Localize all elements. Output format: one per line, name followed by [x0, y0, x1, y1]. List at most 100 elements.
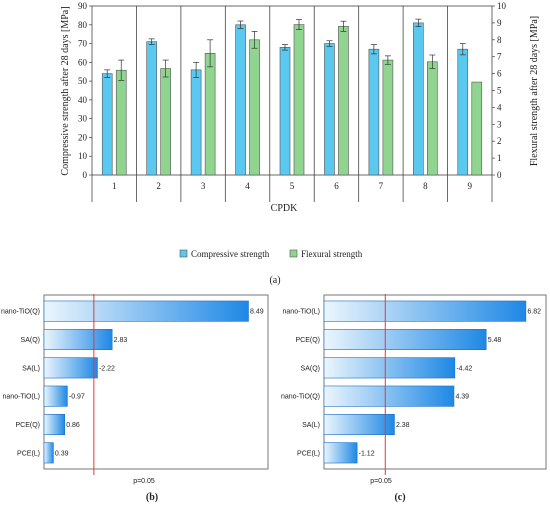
pareto-chart-b: nano-TiO(Q) 8.49 SA(Q) 2.83 SA(L) -2.22 nano-T…: [1, 294, 269, 503]
compressive-bar: [368, 48, 380, 176]
category-tick-labels: 1 2 3 4 5 6 7 8 9: [112, 181, 473, 191]
x-tick-label: 1: [112, 181, 117, 191]
error-bar: [326, 40, 333, 47]
y2-tick-label: 7: [497, 52, 502, 62]
error-bar: [459, 43, 466, 56]
effect-bar: [323, 357, 456, 379]
effect-value-label: -4.42: [456, 365, 472, 372]
bar-marks: [101, 18, 483, 176]
x-tick-label: 4: [245, 181, 250, 191]
pline-label-c: p=0.05: [370, 478, 392, 485]
y2-tick-label: 8: [497, 35, 502, 45]
y2-tick-label: 5: [497, 86, 502, 96]
error-bar: [370, 44, 377, 55]
compressive-bar: [190, 69, 202, 176]
compressive-bar: [413, 22, 424, 176]
y2-tick-label: 9: [497, 18, 502, 28]
effect-bar: [43, 413, 66, 435]
y2-tick-label: 6: [497, 69, 502, 79]
effect-bar: [43, 357, 98, 379]
legend-swatch-flexural: [289, 249, 298, 258]
y2-tick-label: 0: [497, 170, 502, 180]
error-bar: [282, 44, 288, 51]
error-bar: [148, 38, 155, 45]
legend-label-flexural: Flexural strength: [301, 249, 363, 259]
plot-frame-b: [43, 294, 269, 470]
effect-bar: [323, 413, 395, 435]
y-tick-label: 0: [83, 170, 88, 180]
y2-tick-label: 1: [497, 153, 502, 163]
effect-label: nano-TiO(L): [3, 394, 40, 401]
effect-label: PCE(Q): [296, 337, 321, 344]
y-tick-label: 60: [78, 57, 88, 67]
error-bar: [118, 59, 125, 81]
bar-chart-a: 0 10 20 30 40 50 60 70 80 90 0 1 2 3 4 5 6 7 8 9 10 1 2 3 4 5 6 7…: [60, 1, 540, 286]
legend-swatch-compressive: [179, 249, 188, 258]
effect-label: PCE(Q): [16, 422, 41, 429]
effect-label: SA(L): [302, 422, 320, 429]
effect-bar: [323, 328, 487, 350]
y-tick-label: 50: [78, 76, 88, 86]
error-bar: [340, 20, 347, 32]
caption-a: (a): [269, 275, 280, 286]
effect-bar: [323, 300, 527, 322]
compressive-bar: [457, 48, 469, 176]
flexural-bar: [204, 53, 216, 176]
y-tick-label: 30: [78, 114, 88, 124]
y-tick-label: 40: [78, 95, 88, 105]
effect-value-label: 2.83: [114, 337, 128, 344]
effect-label: PCE(L): [297, 450, 320, 457]
x-tick-label: 6: [334, 181, 339, 191]
category-dividers: [91, 6, 493, 202]
y-tick-label: 70: [78, 39, 88, 49]
error-bar: [162, 59, 169, 78]
y-tick-label: 80: [78, 20, 88, 30]
y2-tick-label: 10: [497, 1, 507, 11]
legend-label-compressive: Compressive strength: [191, 249, 270, 259]
right-axis-ticks: 0 1 2 3 4 5 6 7 8 9 10: [492, 1, 507, 180]
effect-value-label: 8.49: [250, 309, 264, 316]
effect-bar: [43, 442, 54, 464]
error-bar: [193, 61, 200, 78]
effect-label: nano-TiO(L): [283, 309, 320, 316]
x-tick-label: 8: [423, 181, 428, 191]
y2-axis-label: Flexural strength after 28 days [MPa]: [529, 16, 540, 166]
effect-bar: [43, 385, 68, 407]
x-tick-label: 2: [156, 181, 161, 191]
x-tick-label: 9: [468, 181, 473, 191]
flexural-bar: [160, 68, 171, 176]
effect-value-label: -0.97: [69, 394, 85, 401]
y-tick-label: 10: [78, 151, 88, 161]
pareto-chart-c: nano-TiO(L) 6.82 PCE(Q) 5.48 SA(Q) -4.42 nano-…: [281, 294, 547, 503]
compressive-bar: [146, 41, 157, 176]
effect-label: nano-TiO(Q): [281, 394, 320, 401]
compressive-bar: [101, 73, 113, 176]
y2-tick-label: 2: [497, 136, 502, 146]
effect-value-label: -2.22: [99, 365, 115, 372]
error-bar: [384, 55, 391, 65]
effect-label: SA(L): [22, 365, 40, 372]
error-bar: [415, 18, 422, 28]
effect-label: PCE(L): [17, 450, 40, 457]
flexural-bar: [471, 81, 483, 176]
caption-b: (b): [146, 492, 158, 503]
error-bar: [251, 31, 258, 49]
error-bar: [237, 20, 244, 29]
flexural-bar: [293, 24, 305, 176]
y-tick-label: 90: [78, 1, 88, 11]
compressive-bar: [324, 43, 335, 176]
flexural-bar: [382, 59, 394, 176]
error-bar: [207, 39, 214, 68]
effect-value-label: 0.86: [66, 422, 80, 429]
effect-value-label: 6.82: [527, 309, 541, 316]
left-axis-ticks: 0 10 20 30 40 50 60 70 80 90: [78, 1, 92, 180]
effect-label: SA(Q): [21, 337, 40, 344]
effect-value-label: 4.39: [455, 394, 469, 401]
plot-frame-c: [323, 294, 547, 470]
x-tick-label: 3: [201, 181, 206, 191]
error-bar: [429, 54, 436, 69]
y2-tick-label: 4: [497, 102, 502, 112]
x-tick-label: 5: [290, 181, 295, 191]
effect-value-label: -1.12: [359, 450, 375, 457]
